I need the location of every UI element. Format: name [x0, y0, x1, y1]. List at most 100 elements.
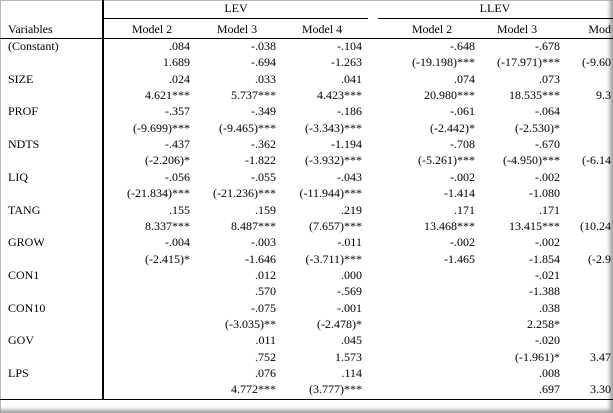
cell: 4.423***	[317, 88, 362, 103]
cell: (-17.971)***	[497, 55, 560, 70]
cell: (-3.932)***	[305, 153, 362, 168]
cell: -1.414	[444, 186, 475, 201]
cell: 4.621***	[145, 88, 190, 103]
cell: 13.468***	[424, 218, 475, 233]
cell: (-3.343)***	[305, 120, 362, 135]
cell: .000	[341, 267, 362, 282]
cell: (-2.530)*	[515, 120, 560, 135]
cell: 4.772***	[231, 382, 276, 397]
cell: 9.3	[596, 88, 611, 103]
cell: -.648	[450, 39, 475, 53]
cell: 3.47	[590, 349, 611, 364]
cell: .008	[539, 366, 560, 380]
cell: -.670	[535, 137, 560, 152]
cell: .171	[539, 202, 560, 217]
cell: -.437	[165, 137, 190, 152]
cell: (-3.035)**	[225, 316, 276, 331]
cell: -.064	[535, 104, 560, 119]
cell: -.011	[337, 235, 362, 250]
column-header: Model 2	[131, 22, 173, 36]
cell: 18.535***	[509, 88, 560, 103]
group-header: LEV	[224, 1, 248, 15]
cell: -.694	[251, 55, 276, 70]
cell: -1.194	[331, 137, 362, 152]
cell: (-11.944)***	[299, 186, 362, 201]
cell: 1.689	[163, 55, 190, 70]
cell: .041	[341, 71, 362, 86]
cell: (3.777)***	[309, 382, 362, 397]
header-rule	[0, 38, 613, 39]
row-label: NDTS	[8, 137, 40, 152]
cell: -.002	[535, 169, 560, 184]
cell: -.708	[450, 137, 475, 152]
cell: (-2.9	[588, 251, 611, 266]
cell: .114	[341, 366, 362, 380]
cell: -.186	[337, 104, 362, 119]
cell: (-1.961)*	[515, 349, 560, 364]
column-header: Model 4	[301, 22, 343, 36]
cell: 2.258*	[527, 316, 560, 331]
cell: 13.415***	[509, 218, 560, 233]
cell: 8.337***	[145, 218, 190, 233]
cell: 3.30	[590, 382, 611, 397]
cell: -1.646	[245, 251, 276, 266]
cell: -.061	[450, 104, 475, 119]
column-header: Model 3	[496, 22, 538, 36]
cell: (-5.261)***	[418, 153, 475, 168]
row-label: GROW	[8, 235, 45, 250]
cell: (-4.950)***	[503, 153, 560, 168]
vertical-rule	[102, 0, 104, 400]
row-label: GOV	[8, 333, 34, 348]
column-header: Variables	[8, 22, 53, 36]
cell: -1.388	[529, 284, 560, 299]
cell: .570	[255, 284, 276, 299]
cell: .171	[454, 202, 475, 217]
cell: (-21.236)***	[213, 186, 276, 201]
cell: -.002	[450, 235, 475, 250]
cell: -.055	[251, 169, 276, 184]
cell: -.003	[251, 235, 276, 250]
cell: (-2.206)*	[145, 153, 190, 168]
cell: -.075	[251, 300, 276, 315]
cell: .084	[169, 39, 190, 53]
cell: -.001	[337, 300, 362, 315]
cell: -1.080	[529, 186, 560, 201]
cell: -.104	[337, 39, 362, 53]
column-header: Model 2	[411, 22, 453, 36]
bottom-rule	[0, 399, 613, 400]
group-header: LLEV	[479, 1, 511, 15]
row-label: (Constant)	[8, 39, 59, 53]
cell: -.349	[251, 104, 276, 119]
cell: (-9.465)***	[219, 120, 276, 135]
row-label: PROF	[8, 104, 39, 119]
cell: .074	[454, 71, 475, 86]
cell: (-3.711)***	[305, 251, 362, 266]
cell: .045	[341, 333, 362, 348]
cell: .159	[255, 202, 276, 217]
cell: .038	[539, 300, 560, 315]
cell: -.021	[535, 267, 560, 282]
cell: (-6.14	[582, 153, 611, 168]
cell: 8.487***	[231, 218, 276, 233]
cell: .012	[255, 267, 276, 282]
cell: -1.822	[245, 153, 276, 168]
cell: (-2.415)*	[145, 251, 190, 266]
cell: (-2.478)*	[317, 316, 362, 331]
row-label: LPS	[8, 366, 29, 380]
cell: (-9.699)***	[133, 120, 190, 135]
cell: .033	[255, 71, 276, 86]
cell: 20.980***	[424, 88, 475, 103]
cell: .024	[169, 71, 190, 86]
cell: 1.573	[335, 349, 362, 364]
cell: .011	[255, 333, 276, 348]
cell: -.038	[251, 39, 276, 53]
cell: 5.737***	[231, 88, 276, 103]
row-label: CON10	[8, 300, 46, 315]
cell: -1.854	[529, 251, 560, 266]
cell: -1.465	[444, 251, 475, 266]
cell: -.362	[251, 137, 276, 152]
cell: -.004	[165, 235, 190, 250]
group-rule	[378, 18, 613, 19]
cell: -.056	[165, 169, 190, 184]
